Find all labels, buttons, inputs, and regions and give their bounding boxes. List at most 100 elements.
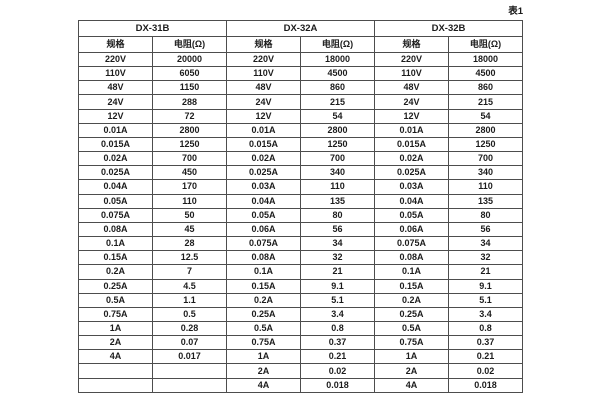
spec-cell: 110V — [226, 66, 301, 82]
spec-cell: 0.05A — [226, 207, 301, 223]
resistance-cell: 0.018 — [448, 377, 523, 394]
col-header-spec: 规格 — [374, 36, 449, 53]
spec-cell: 2A — [374, 363, 449, 379]
spec-cell: 0.25A — [226, 306, 301, 322]
resistance-cell: 0.37 — [448, 335, 523, 351]
resistance-cell: 9.1 — [448, 278, 523, 294]
resistance-cell: 3.4 — [448, 306, 523, 322]
resistance-cell: 700 — [448, 151, 523, 167]
spec-cell: 2A — [226, 363, 301, 379]
group-header-dx-31b: DX-31B — [78, 20, 227, 37]
spec-cell: 0.75A — [78, 306, 153, 322]
spec-cell: 220V — [226, 51, 301, 68]
resistance-cell: 2800 — [300, 122, 375, 138]
spec-cell: 0.03A — [374, 179, 449, 195]
resistance-cell: 700 — [152, 151, 227, 167]
resistance-cell: 32 — [448, 250, 523, 266]
col-header-spec: 规格 — [78, 36, 153, 53]
resistance-cell: 0.5 — [152, 306, 227, 322]
resistance-cell: 3.4 — [300, 306, 375, 322]
spec-table: DX-31B DX-32A DX-32B 规格 电阻(Ω) 规格 电阻(Ω) 规格 电阻(Ω) … — [78, 20, 523, 394]
spec-table-head: DX-31B DX-32A DX-32B 规格 电阻(Ω) 规格 电阻(Ω) 规格 电阻(Ω) — [78, 20, 523, 53]
resistance-cell: 2800 — [152, 122, 227, 138]
spec-cell: 12V — [78, 108, 153, 124]
resistance-cell: 1250 — [152, 136, 227, 153]
resistance-cell: 860 — [448, 80, 523, 96]
spec-cell: 0.015A — [226, 136, 301, 153]
resistance-cell: 288 — [152, 94, 227, 110]
spec-cell: 0.04A — [78, 179, 153, 195]
spec-cell: 0.01A — [78, 122, 153, 138]
spec-cell — [78, 377, 153, 394]
resistance-cell: 860 — [300, 80, 375, 96]
spec-cell: 0.025A — [78, 165, 153, 181]
spec-cell: 1A — [78, 320, 153, 337]
resistance-cell: 12.5 — [152, 250, 227, 266]
resistance-cell: 1250 — [448, 136, 523, 153]
spec-cell: 12V — [374, 108, 449, 124]
resistance-cell: 215 — [300, 94, 375, 110]
resistance-cell: 110 — [152, 193, 227, 209]
col-header-resistance: 电阻(Ω) — [152, 36, 227, 53]
spec-cell: 0.025A — [226, 165, 301, 181]
spec-cell: 2A — [78, 335, 153, 351]
table-row: 0.25A 4.5 0.15A 9.1 0.15A 9.1 — [78, 278, 523, 294]
spec-cell: 0.15A — [226, 278, 301, 294]
resistance-cell — [152, 377, 227, 394]
resistance-cell: 135 — [448, 193, 523, 209]
table-row: 0.1A 28 0.075A 34 0.075A 34 — [78, 236, 523, 252]
resistance-cell: 4500 — [300, 66, 375, 82]
table-row: 0.01A 2800 0.01A 2800 0.01A 2800 — [78, 122, 523, 138]
table-row: 0.2A 7 0.1A 21 0.1A 21 — [78, 264, 523, 280]
resistance-cell: 32 — [300, 250, 375, 266]
resistance-cell: 0.28 — [152, 320, 227, 337]
table-row: 0.05A 110 0.04A 135 0.04A 135 — [78, 193, 523, 209]
resistance-cell: 1250 — [300, 136, 375, 153]
resistance-cell: 72 — [152, 108, 227, 124]
spec-table-body: 220V 20000 220V 18000 220V 18000 110V 6050 110V 4… — [78, 51, 523, 394]
resistance-cell: 21 — [300, 264, 375, 280]
table-row: 110V 6050 110V 4500 110V 4500 — [78, 66, 523, 82]
resistance-cell: 34 — [448, 236, 523, 252]
spec-cell: 0.1A — [374, 264, 449, 280]
resistance-cell: 215 — [448, 94, 523, 110]
spec-cell: 24V — [374, 94, 449, 110]
resistance-cell: 0.37 — [300, 335, 375, 351]
table-row: 0.075A 50 0.05A 80 0.05A 80 — [78, 207, 523, 223]
table-row: 1A 0.28 0.5A 0.8 0.5A 0.8 — [78, 320, 523, 337]
resistance-cell: 54 — [448, 108, 523, 124]
resistance-cell: 0.8 — [448, 320, 523, 337]
resistance-cell: 0.02 — [300, 363, 375, 379]
resistance-cell: 7 — [152, 264, 227, 280]
resistance-cell: 54 — [300, 108, 375, 124]
spec-cell: 4A — [226, 377, 301, 394]
col-header-spec: 规格 — [226, 36, 301, 53]
table-row: 2A 0.02 2A 0.02 — [78, 363, 523, 379]
spec-cell: 0.2A — [78, 264, 153, 280]
spec-cell: 0.05A — [374, 207, 449, 223]
group-header-dx-32b: DX-32B — [374, 20, 523, 37]
table-row: 0.015A 1250 0.015A 1250 0.015A 1250 — [78, 136, 523, 153]
spec-cell — [78, 363, 153, 379]
spec-cell: 0.25A — [78, 278, 153, 294]
spec-cell: 220V — [78, 51, 153, 68]
table-row: 0.025A 450 0.025A 340 0.025A 340 — [78, 165, 523, 181]
resistance-cell: 450 — [152, 165, 227, 181]
spec-cell: 0.06A — [226, 221, 301, 238]
spec-cell: 0.15A — [374, 278, 449, 294]
group-header-dx-32a: DX-32A — [226, 20, 375, 37]
spec-cell: 24V — [78, 94, 153, 110]
resistance-cell: 0.017 — [152, 349, 227, 365]
resistance-cell: 0.07 — [152, 335, 227, 351]
spec-cell: 0.02A — [78, 151, 153, 167]
spec-cell: 48V — [374, 80, 449, 96]
resistance-cell: 34 — [300, 236, 375, 252]
spec-cell: 0.25A — [374, 306, 449, 322]
spec-cell: 48V — [78, 80, 153, 96]
spec-cell: 0.04A — [226, 193, 301, 209]
spec-cell: 1A — [374, 349, 449, 365]
col-header-resistance: 电阻(Ω) — [300, 36, 375, 53]
resistance-cell: 4500 — [448, 66, 523, 82]
spec-cell: 110V — [374, 66, 449, 82]
table-row: 0.08A 45 0.06A 56 0.06A 56 — [78, 221, 523, 238]
